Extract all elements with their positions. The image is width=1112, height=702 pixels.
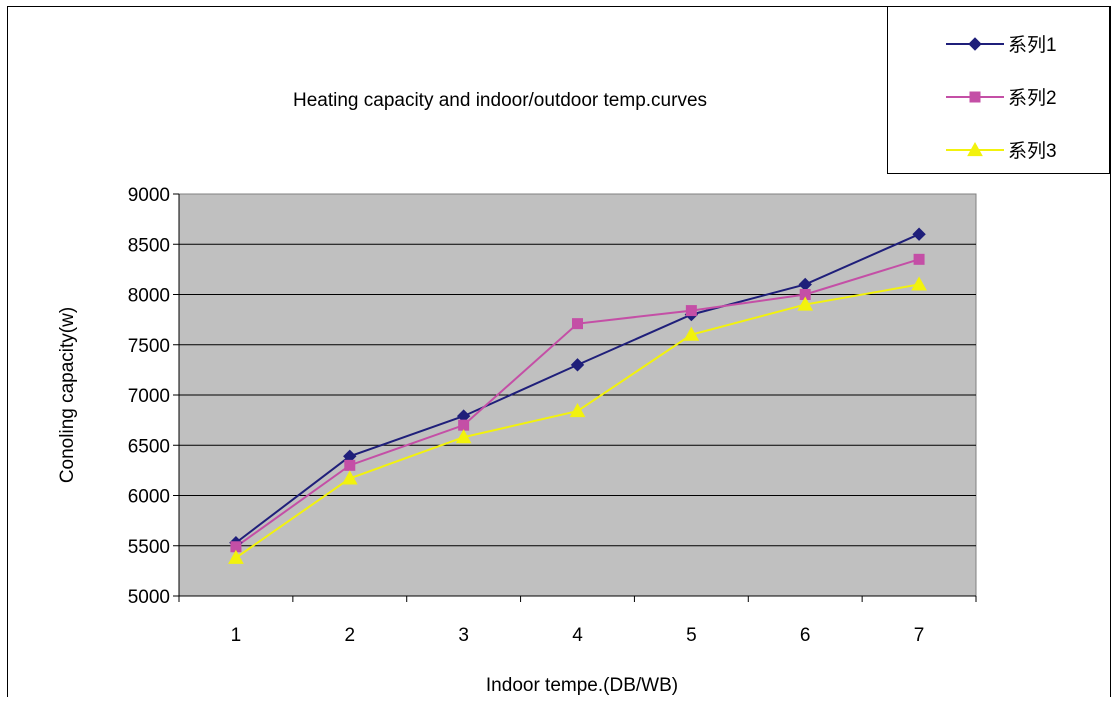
- x-tick-label: 5: [686, 625, 697, 646]
- y-tick-label: 9000: [128, 185, 170, 206]
- x-tick-label: 6: [800, 625, 811, 646]
- x-tick-label: 2: [344, 625, 355, 646]
- legend-label-2: 系列2: [1008, 87, 1057, 109]
- data-point-series-2: [458, 419, 470, 431]
- legend-marker-3: [967, 141, 983, 157]
- y-axis: 5000 5500 6000 6500 7000 7500 8000 8500 9000: [128, 185, 180, 608]
- data-point-series-3: [797, 296, 814, 311]
- legend-items: 系列1 系列2 系列3: [946, 34, 1057, 162]
- grid-lines: [179, 243, 976, 547]
- legend: 系列1 系列2 系列3: [887, 6, 1110, 174]
- y-axis-label: Conoling capacity(w): [57, 307, 78, 483]
- data-point-series-1: [570, 358, 585, 372]
- x-tick-label: 7: [914, 625, 925, 646]
- y-tick-label: 5500: [128, 537, 170, 558]
- legend-label-1: 系列1: [1008, 34, 1057, 56]
- data-point-series-3: [911, 276, 927, 291]
- legend-marker-1: [968, 37, 982, 51]
- data-point-series-3: [455, 429, 472, 444]
- data-point-series-3: [683, 326, 700, 341]
- data-point-series-2: [344, 459, 356, 471]
- data-point-series-3: [569, 403, 586, 418]
- y-tick-label: 7000: [128, 386, 170, 407]
- legend-marker-2: [969, 91, 981, 103]
- y-tick-label: 8500: [128, 235, 170, 256]
- y-tick-label: 6500: [128, 436, 170, 457]
- y-tick-label: 7500: [128, 336, 170, 357]
- series-markers: [228, 227, 927, 564]
- x-axis-label: Indoor tempe.(DB/WB): [486, 675, 678, 696]
- x-tick-label: 1: [231, 625, 242, 646]
- legend-box: [887, 6, 1110, 174]
- y-tick-label: 8000: [128, 286, 170, 307]
- x-tick-label: 4: [572, 625, 583, 646]
- data-point-series-2: [572, 318, 583, 330]
- data-point-series-1: [912, 227, 926, 241]
- y-tick-label: 5000: [128, 587, 170, 608]
- data-point-series-3: [341, 470, 358, 485]
- data-point-series-2: [685, 305, 697, 317]
- legend-label-3: 系列3: [1008, 140, 1057, 162]
- data-point-series-2: [913, 253, 925, 265]
- x-axis: 1 2 3 4 5 6 7: [178, 595, 977, 646]
- chart-title: Heating capacity and indoor/outdoor temp…: [293, 90, 707, 111]
- y-tick-label: 6000: [128, 487, 170, 508]
- x-tick-label: 3: [458, 625, 469, 646]
- data-point-series-3: [228, 549, 244, 564]
